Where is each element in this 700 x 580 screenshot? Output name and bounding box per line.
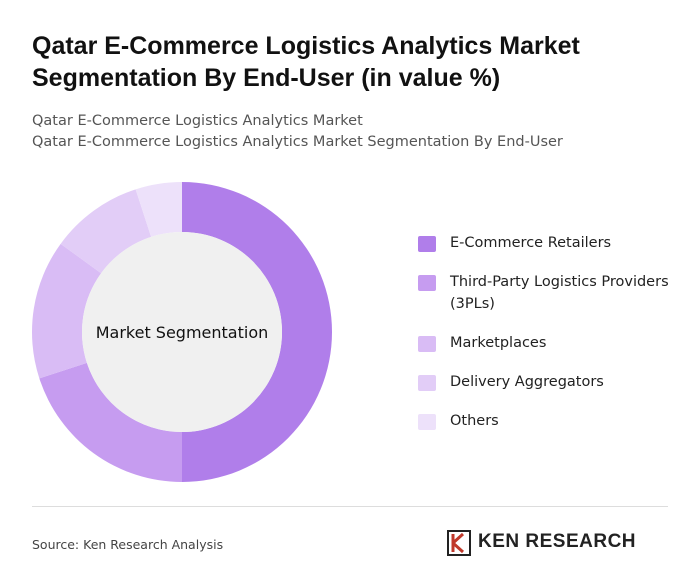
chart: Market Segmentation [32,182,332,482]
legend-label: Marketplaces [450,335,547,351]
subtitle: Qatar E-Commerce Logistics Analytics Mar… [32,113,363,129]
legend-label: Third-Party Logistics Providers (3PLs) [450,274,669,312]
legend-swatch [418,336,436,352]
donut-segment [135,182,182,237]
donut-segment [32,243,102,379]
legend-item: Marketplaces [418,332,678,354]
donut-segment [39,362,182,482]
legend-swatch [418,375,436,391]
legend-item: E-Commerce Retailers [418,232,678,254]
donut-segment [182,182,332,482]
separator [32,506,668,507]
donut-segment [60,189,152,274]
legend-label: Others [450,413,499,429]
legend-swatch [418,275,436,291]
legend-item: Others [418,410,678,432]
legend-label: E-Commerce Retailers [450,235,612,251]
legend-swatch [418,414,436,430]
donut-center [82,232,282,432]
logo-icon [447,530,471,556]
legend-swatch [418,236,436,252]
legend: E-Commerce Retailers Third-Party Logistic… [418,232,678,449]
legend-label: Delivery Aggregators [450,374,604,390]
subtitle: Qatar E-Commerce Logistics Analytics Mar… [32,134,563,150]
chart-title: Qatar E-Commerce Logistics Analytics Mar… [32,32,580,92]
source: Source: Ken Research Analysis [32,537,224,552]
center-label: Market Segmentation [96,323,269,342]
legend-item: Third-Party Logistics Providers (3PLs) [418,271,678,315]
logo: KEN RESEARCH [478,531,637,552]
legend-item: Delivery Aggregators [418,371,678,393]
